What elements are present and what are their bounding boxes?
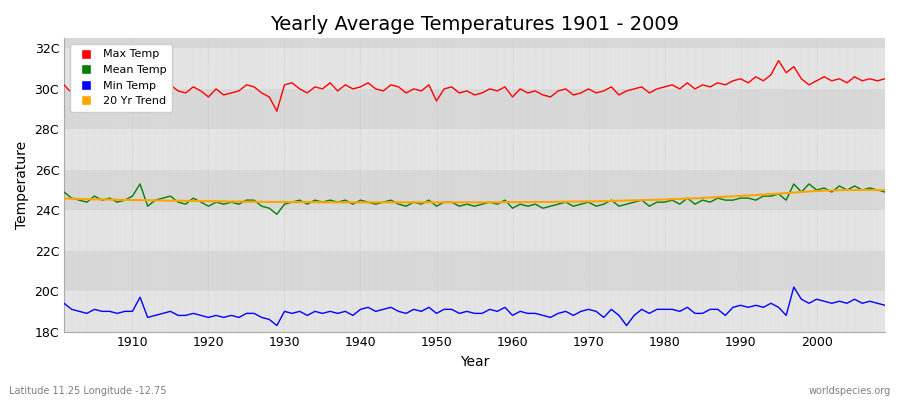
Y-axis label: Temperature: Temperature — [15, 141, 29, 229]
Title: Yearly Average Temperatures 1901 - 2009: Yearly Average Temperatures 1901 - 2009 — [270, 15, 679, 34]
Bar — [64, 129, 885, 170]
Text: Latitude 11.25 Longitude -12.75: Latitude 11.25 Longitude -12.75 — [9, 386, 166, 396]
Bar — [64, 251, 885, 291]
Bar — [64, 89, 885, 129]
Bar — [64, 210, 885, 251]
Text: worldspecies.org: worldspecies.org — [809, 386, 891, 396]
Legend: Max Temp, Mean Temp, Min Temp, 20 Yr Trend: Max Temp, Mean Temp, Min Temp, 20 Yr Tre… — [69, 44, 172, 112]
Bar — [64, 38, 885, 48]
Bar — [64, 48, 885, 89]
X-axis label: Year: Year — [460, 355, 490, 369]
Bar — [64, 291, 885, 332]
Bar — [64, 170, 885, 210]
